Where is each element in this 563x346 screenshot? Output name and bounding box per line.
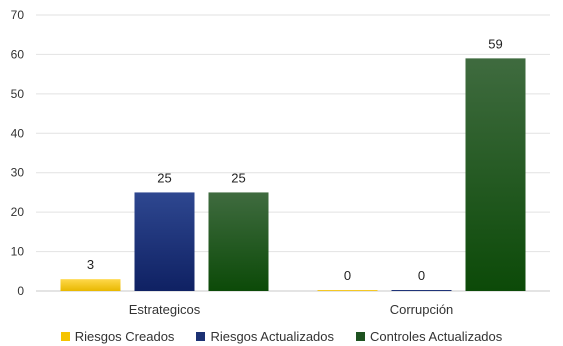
gridlines [36,14,550,292]
legend: Riesgos Creados Riesgos Actualizados Con… [0,329,563,344]
data-label: 25 [231,170,245,185]
y-tick-label: 10 [11,245,25,259]
legend-label: Controles Actualizados [370,329,503,344]
legend-swatch [196,332,206,341]
data-label: 0 [418,268,425,283]
bar-chart: 0 10 20 30 40 50 60 70 3 25 25 0 0 59 Estrategicos Co… [11,8,550,317]
legend-item-riesgos-actualizados: Riesgos Actualizados [196,329,334,344]
legend-item-controles-actualizados: Controles Actualizados [356,329,502,344]
legend-swatch [60,332,70,341]
y-axis: 0 10 20 30 40 50 60 70 [11,8,25,298]
legend-swatch [356,332,366,341]
x-axis: Estrategicos Corrupción [129,302,454,317]
bars [60,58,526,291]
bar-0-1 [317,290,378,291]
y-tick-label: 0 [17,284,24,298]
bar-0-0 [60,279,121,291]
y-tick-label: 70 [11,8,25,22]
y-tick-label: 50 [11,87,25,101]
bar-1-1 [391,290,452,291]
legend-label: Riesgos Actualizados [210,329,335,344]
category-label: Estrategicos [129,302,201,317]
y-tick-label: 40 [11,126,25,140]
legend-item-riesgos-creados: Riesgos Creados [60,329,175,344]
bar-2-1 [465,58,526,291]
y-tick-label: 30 [11,166,25,180]
data-label: 3 [87,257,94,272]
y-tick-label: 60 [11,47,25,61]
y-tick-label: 20 [11,205,25,219]
bar-1-0 [134,192,195,291]
data-label: 25 [157,170,171,185]
data-label: 59 [488,36,502,51]
category-label: Corrupción [390,302,454,317]
bar-2-0 [208,192,269,291]
data-label: 0 [344,268,351,283]
data-labels: 3 25 25 0 0 59 [87,36,503,283]
legend-label: Riesgos Creados [74,329,175,344]
